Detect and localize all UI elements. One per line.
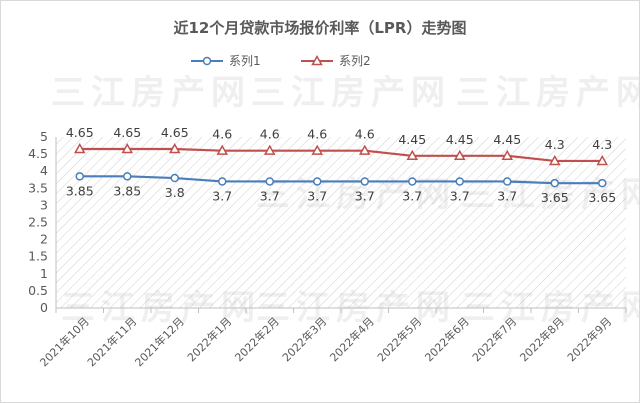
data-label: 3.7: [402, 188, 422, 203]
legend-label: 系列2: [339, 54, 371, 68]
data-label: 3.65: [541, 190, 569, 205]
y-tick-label: 1.5: [28, 249, 48, 264]
data-label: 3.65: [588, 190, 616, 205]
data-label: 3.7: [260, 188, 280, 203]
data-point: [408, 177, 417, 186]
data-label: 4.6: [212, 127, 232, 142]
data-label: 4.6: [355, 127, 375, 142]
y-tick-label: 3: [40, 197, 48, 212]
data-labels: 3.85 3.85 3.8 3.7 3.7 3.7 3.7 3.7 3.7 3.7 3.65 3.65…: [66, 125, 616, 205]
series-line-1: [79, 175, 603, 185]
data-label: 3.7: [355, 188, 375, 203]
data-point: [73, 142, 86, 154]
data-point: [358, 144, 371, 155]
data-point: [406, 149, 419, 161]
series-line-2: [79, 147, 603, 163]
data-label: 3.7: [307, 188, 327, 203]
data-point: [503, 177, 512, 186]
watermark-text: 三江房产网: [51, 73, 251, 113]
data-point: [263, 144, 276, 155]
data-point: [455, 177, 464, 186]
y-tick-label: 4: [40, 163, 48, 178]
data-point: [75, 172, 84, 181]
data-label: 4.45: [398, 132, 426, 147]
data-point: [218, 177, 227, 186]
plot-area: [56, 137, 626, 308]
y-tick-label: 0: [40, 300, 48, 315]
data-label: 4.65: [66, 125, 94, 140]
data-label: 3.85: [66, 183, 94, 198]
data-point: [311, 144, 324, 155]
data-point: [313, 177, 322, 186]
y-tick-label: 5: [40, 129, 48, 144]
data-label: 4.6: [307, 127, 327, 142]
data-label: 4.45: [446, 132, 474, 147]
data-label: 4.45: [493, 132, 521, 147]
y-tick-label: 0.5: [28, 283, 48, 298]
y-tick-label: 2: [40, 232, 48, 247]
data-point: [265, 177, 274, 186]
data-point: [548, 154, 561, 166]
data-point: [168, 142, 181, 154]
data-point: [501, 149, 514, 161]
legend-marker: [311, 54, 323, 66]
watermark-text: 三江房产网: [456, 73, 639, 113]
data-label: 4.3: [545, 137, 565, 152]
data-label: 4.6: [260, 127, 280, 142]
data-point: [453, 149, 466, 161]
data-label: 3.7: [212, 188, 232, 203]
y-tick-label: 2.5: [28, 215, 48, 230]
y-tick-label: 3.5: [28, 180, 48, 195]
legend-marker: [202, 56, 212, 66]
data-label: 4.65: [113, 125, 141, 140]
y-tick-label: 4.5: [28, 146, 48, 161]
data-point: [216, 144, 229, 155]
data-point: [170, 173, 179, 183]
data-point: [121, 142, 134, 154]
data-label: 3.85: [113, 183, 141, 198]
data-label: 4.65: [161, 125, 189, 140]
data-point: [360, 177, 369, 186]
data-point: [598, 178, 607, 188]
data-label: 3.7: [497, 188, 517, 203]
y-axis: 0 0.5 1 1.5 2 2.5 3 3.5 4 4.5 5: [28, 129, 57, 315]
watermark-text: 三江房产网: [251, 73, 451, 113]
y-tick-label: 1: [40, 266, 48, 281]
series-layer: [73, 142, 609, 188]
legend: 系列1 系列2: [191, 54, 371, 68]
data-label: 4.3: [592, 137, 612, 152]
data-label: 3.8: [165, 185, 185, 200]
data-point: [123, 172, 132, 181]
data-point: [596, 154, 609, 166]
data-point: [550, 178, 559, 188]
data-label: 3.7: [450, 188, 470, 203]
chart-title: 近12个月贷款市场报价利率（LPR）走势图: [174, 19, 467, 37]
legend-label: 系列1: [229, 54, 261, 68]
